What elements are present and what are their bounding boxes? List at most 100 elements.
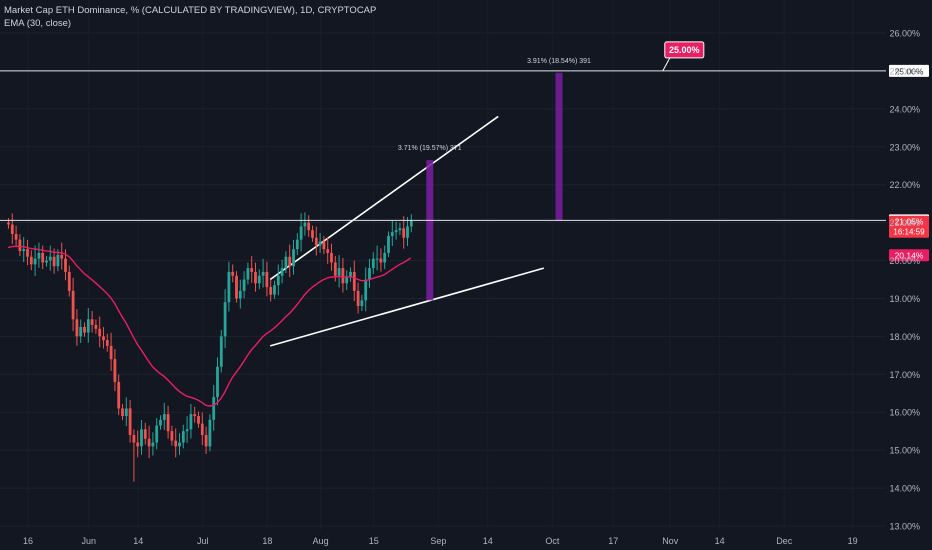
candle-body [200,423,204,435]
y-tick-label: 14.00% [889,484,920,494]
horizontal-lines[interactable] [0,57,886,221]
x-tick-label: 15 [369,536,379,546]
chart-legend[interactable]: Market Cap ETH Dominance, % (CALCULATED … [4,4,376,30]
candle-body [295,239,299,250]
candle-body [254,271,257,284]
y-tick-label: 15.00% [889,446,920,456]
candle-body [143,429,147,439]
candle-body [223,302,227,337]
y-tick-label: 21.00% [889,218,920,228]
candle-body [105,340,109,346]
y-tick-label: 16.00% [889,408,920,418]
candle-body [322,241,326,250]
y-tick-label: 24.00% [889,104,920,114]
candle-body [128,408,132,435]
ema-price-label: 20.14% [895,251,924,261]
candle-body [364,279,368,301]
candle-body [102,336,105,341]
candle-body [284,256,288,269]
measure-bar [426,160,434,301]
hline-price-label: 25.00% [895,66,924,76]
candle-body [360,300,364,307]
candle-body [375,258,379,260]
candle-body [67,271,71,291]
trendline [269,115,499,281]
candle-body [398,228,402,231]
candle-body [349,271,352,278]
candle-body [235,275,238,299]
candle-body [159,419,162,426]
candle-body [14,233,18,240]
candle-body [162,414,166,420]
candle-body [330,252,333,263]
last-price-label: 21.05% [895,217,924,227]
measure-label: 3.71% (19.57%) 371 [398,145,462,152]
candle-body [52,256,56,267]
candle-body [409,220,413,227]
measure-label: 3.91% (18.54%) 391 [527,58,591,65]
candle-body [41,252,45,263]
x-tick-label: 17 [608,536,618,546]
ema-30-line [7,245,412,407]
candle-body [219,336,223,367]
x-axis[interactable]: 16 Jun 14 Jul 18 Aug 15 Sep 14 Oct 17 Nov 14 Dec 19 [23,536,858,546]
candle-body [94,325,98,329]
ema-line [7,245,412,407]
y-tick-label: 19.00% [889,294,920,304]
symbol-title[interactable]: Market Cap ETH Dominance, % (CALCULATED … [4,5,377,16]
candle-body [178,442,181,447]
candle-body [37,252,41,259]
candle-body [299,226,303,240]
candle-body [204,434,208,447]
candle-body [246,268,250,280]
x-tick-label: 14 [715,536,725,546]
candle-body [193,414,197,417]
y-tick-label: 20.00% [889,256,920,266]
candle-body [75,319,79,337]
candle-body [79,326,83,337]
candle-body [314,237,318,246]
candle-body [269,287,273,295]
candle-body [10,224,14,234]
candle-body [227,271,231,303]
target-callout [664,41,705,59]
candle-body [337,268,341,276]
candle-body [60,254,64,259]
candle-body [356,290,360,307]
candle-body [197,416,200,424]
candle-body [390,232,394,236]
candle-body [273,285,276,295]
hline-price-tag [889,64,929,77]
candle-body [48,256,52,261]
candle-body [147,438,151,447]
x-tick-label: 16 [23,536,33,546]
candlestick-series [7,212,413,482]
indicator-title[interactable]: EMA (30, close) [4,18,72,29]
candle-body [231,271,235,276]
x-tick-label: Aug [313,536,329,546]
candle-body [341,268,345,284]
candle-body [292,249,295,267]
candle-body [383,252,387,263]
y-tick-label: 13.00% [889,522,920,532]
candle-body [352,271,356,291]
ema-price-tag [889,249,929,262]
candle-body [276,275,280,286]
target-callout-label: 25.00% [669,45,700,55]
x-tick-label: Jul [197,536,209,546]
candle-body [238,290,242,299]
y-axis[interactable]: 13.00% 14.00% 15.00% 16.00% 17.00% 18.00% 19.0… [889,29,920,532]
candle-body [121,408,124,417]
candle-body [155,425,159,443]
x-tick-label: 14 [133,536,143,546]
last-price-tag [889,215,929,238]
y-tick-label: 23.00% [889,142,920,152]
candle-body [303,222,307,227]
trendlines [269,115,545,347]
candle-body [109,345,113,360]
candle-body [29,256,33,265]
candle-body [185,429,189,432]
candle-body [311,230,314,238]
candle-body [406,226,409,238]
